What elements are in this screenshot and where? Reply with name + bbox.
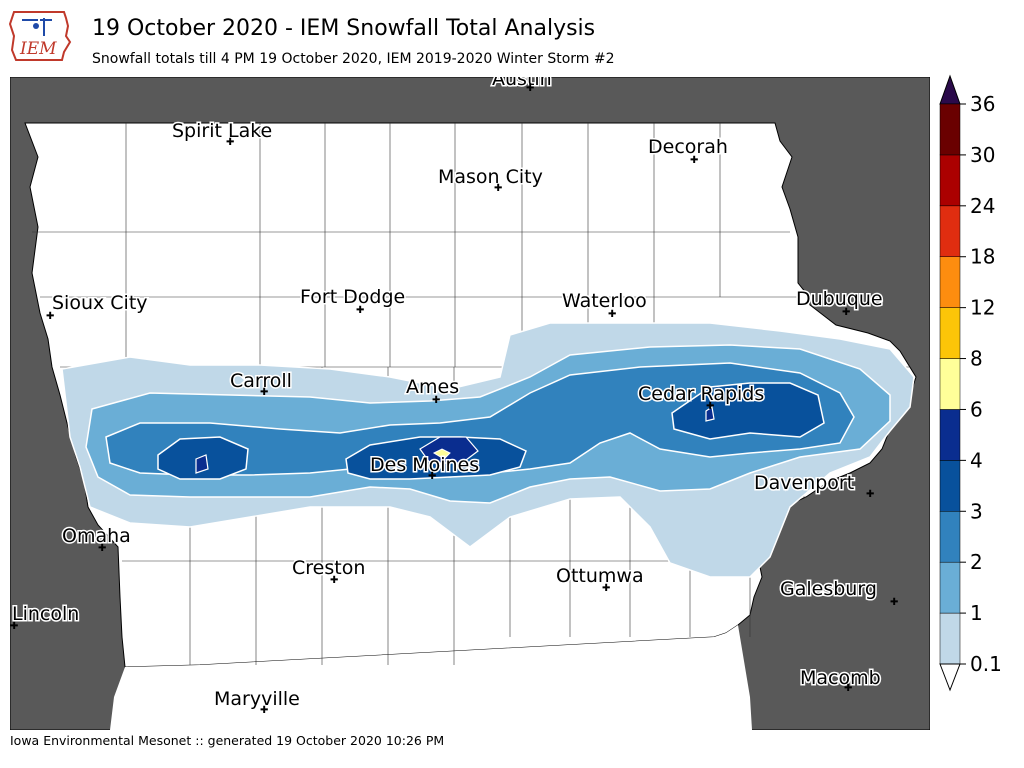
city-marker: ✚ [844, 683, 852, 694]
city-label-maryville: Maryville [214, 688, 300, 710]
colorbar-tick-label: 4 [970, 448, 983, 472]
colorbar-segment [939, 409, 961, 461]
city-label-omaha: Omaha [62, 525, 131, 547]
colorbar-segment [939, 561, 961, 614]
colorbar-tick-label: 6 [970, 397, 983, 421]
colorbar-min-arrow [939, 663, 961, 692]
colorbar-tick-label: 3 [970, 499, 983, 523]
city-label-carroll: Carroll [230, 370, 292, 392]
city-marker: ✚ [10, 621, 18, 632]
city-label-decorah: Decorah [648, 136, 728, 158]
city-label-ottumwa: Ottumwa [556, 565, 644, 587]
city-label-ames: Ames [406, 376, 459, 398]
city-marker: ✚ [890, 597, 898, 608]
city-marker: ✚ [98, 543, 106, 554]
colorbar-max-arrow [939, 74, 961, 105]
city-marker: ✚ [690, 155, 698, 166]
city-label-galesburg: Galesburg [780, 578, 877, 600]
city-label-macomb: Macomb [800, 667, 881, 689]
city-marker: ✚ [356, 305, 364, 316]
footer-text: Iowa Environmental Mesonet :: generated … [10, 733, 445, 748]
colorbar-tick-label: 12 [970, 296, 995, 320]
snowfall-contours [61, 322, 915, 578]
city-label-mason-city: Mason City [438, 166, 543, 188]
city-marker: ✚ [866, 489, 874, 500]
city-marker: ✚ [494, 183, 502, 194]
city-marker: ✚ [226, 137, 234, 148]
city-label-des-moines: Des Moines [370, 454, 479, 476]
contour-4-west [195, 454, 209, 474]
colorbar-segment [939, 358, 961, 410]
colorbar-segment [939, 511, 961, 563]
city-marker: ✚ [260, 387, 268, 398]
city-label-sioux-city: Sioux City [52, 292, 148, 314]
colorbar-segment [939, 205, 961, 257]
contour-6-central [432, 448, 451, 460]
iem-logo: IEM [8, 11, 72, 61]
colorbar-segment [939, 256, 961, 308]
city-marker: ✚ [706, 401, 714, 412]
map-title: 19 October 2020 - IEM Snowfall Total Ana… [92, 16, 596, 41]
colorbar-tick-label: 36 [970, 92, 995, 116]
logo-text: IEM [19, 39, 57, 59]
city-label-creston: Creston [292, 557, 365, 579]
colorbar-tick-label: 2 [970, 550, 983, 574]
city-marker: ✚ [432, 395, 440, 406]
city-marker: ✚ [526, 83, 534, 94]
contour-2 [105, 362, 855, 478]
contour-4-central [419, 436, 479, 464]
city-marker: ✚ [46, 311, 54, 322]
colorbar-tick-label: 8 [970, 347, 983, 371]
city-marker: ✚ [428, 471, 436, 482]
city-marker: ✚ [842, 307, 850, 318]
snowfall-map: Austin Spirit Lake Decorah Mason City Si… [10, 77, 930, 730]
colorbar-segment [939, 460, 961, 512]
missouri-land [110, 625, 752, 730]
city-label-cedar-rapids: Cedar Rapids [638, 383, 764, 405]
colorbar-tick-label: 18 [970, 245, 995, 269]
city-label-waterloo: Waterloo [562, 290, 647, 312]
city-marker: ✚ [260, 705, 268, 716]
city-label-fort-dodge: Fort Dodge [300, 286, 405, 308]
map-subtitle: Snowfall totals till 4 PM 19 October 202… [92, 51, 615, 67]
colorbar-segment [939, 154, 961, 207]
colorbar-segment [939, 103, 961, 156]
city-marker: ✚ [602, 583, 610, 594]
colorbar-segment [939, 307, 961, 359]
city-label-spirit-lake: Spirit Lake [172, 120, 272, 142]
colorbar-tick-label: 1 [970, 601, 983, 625]
city-labels: Austin Spirit Lake Decorah Mason City Si… [11, 77, 885, 712]
contour-3-east [671, 382, 825, 440]
colorbar-tick-label: 0.1 [970, 652, 1002, 676]
city-label-austin: Austin [492, 77, 552, 90]
city-marker: ✚ [608, 309, 616, 320]
contour-4-east [705, 405, 715, 422]
colorbar-tick-label: 30 [970, 143, 995, 167]
city-markers: ✚ ✚ ✚ ✚ ✚ ✚ ✚ ✚ ✚ ✚ ✚ ✚ ✚ ✚ ✚ ✚ ✚ ✚ ✚ ✚ [10, 83, 898, 716]
city-label-davenport: Davenport [754, 472, 854, 494]
colorbar-segment [939, 612, 961, 665]
city-marker: ✚ [330, 575, 338, 586]
city-label-dubuque: Dubuque [796, 288, 883, 310]
colorbar-tick-label: 24 [970, 194, 995, 218]
city-label-lincoln: Lincoln [12, 603, 79, 625]
